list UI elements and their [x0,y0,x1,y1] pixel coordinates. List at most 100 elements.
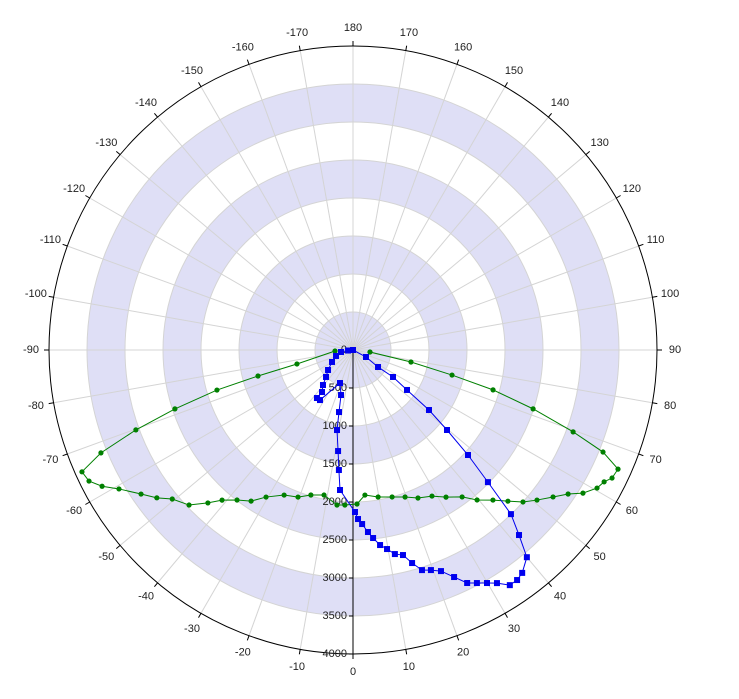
theta-tick-label: -140 [135,97,157,109]
point [375,494,381,500]
grid-spoke [67,349,354,455]
theta-tick [62,453,68,457]
point [390,373,397,380]
theta-tick-label: -160 [232,41,254,53]
theta-tick [585,545,591,550]
theta-tick-label: 0 [350,666,356,678]
theta-tick-label: -50 [98,551,114,563]
theta-tick [246,635,250,641]
grid-spoke [352,349,617,503]
point [437,568,444,575]
theta-tick [198,82,202,87]
grid-spoke [352,349,653,404]
theta-tick [48,402,54,405]
theta-tick-label: 50 [594,551,606,563]
grid-spoke [248,349,354,636]
theta-tick-label: 30 [508,623,520,635]
point [490,387,496,393]
point [389,494,395,500]
grid-spoke [352,296,653,351]
point [443,494,449,500]
grid-spoke [352,349,407,650]
point [464,452,471,459]
theta-tick-label: -70 [42,454,58,466]
grid-spoke [119,154,354,351]
point [519,569,526,576]
theta-tick-label: -100 [25,288,47,300]
theta-tick-label: 110 [647,234,665,246]
theta-tick [504,613,508,618]
grid-spoke [89,197,354,351]
point [601,479,607,485]
point [214,387,220,393]
theta-tick [652,402,658,405]
point [350,347,356,353]
theta-tick [298,649,301,655]
theta-tick-label: 100 [661,288,679,300]
theta-tick [548,112,553,118]
point [172,406,178,412]
theta-tick [115,150,121,155]
point [609,475,615,481]
theta-tick [405,649,408,655]
grid-spoke [352,154,587,351]
point [359,521,366,528]
point [316,397,323,404]
theta-tick [405,45,408,51]
point [418,567,425,574]
theta-tick-label: -90 [23,344,39,356]
grid-spoke [157,116,354,351]
theta-tick-label: -80 [28,400,44,412]
grid-spoke [53,296,354,351]
theta-tick-label: 180 [344,22,362,34]
point [399,552,406,559]
theta-tick [153,112,158,118]
point [319,382,326,389]
theta-tick-label: -130 [95,137,117,149]
point [313,395,320,402]
point [473,580,480,587]
point [570,429,576,435]
theta-tick [48,295,54,298]
point [336,380,343,387]
grid-spoke [53,349,354,404]
point [99,483,105,489]
point [205,500,211,506]
theta-tick [298,45,301,51]
point [334,427,341,434]
grid-spoke [352,349,458,636]
grid-spoke [352,245,639,351]
point [351,509,358,516]
theta-tick [504,82,508,87]
theta-tick-label: 80 [664,400,676,412]
point [338,392,345,399]
point [507,511,514,518]
point [319,389,326,396]
point [169,496,175,502]
grid-spoke [352,50,407,351]
point [308,492,314,498]
theta-tick-label: 120 [623,183,641,195]
theta-tick [198,613,202,618]
r-tick-label: 2500 [323,534,347,546]
point [234,497,240,503]
theta-tick-label: -30 [184,623,200,635]
r-tick-label: 1000 [323,420,347,432]
theta-tick-label: -40 [138,591,154,603]
point [364,529,371,536]
point [493,580,500,587]
grid-spoke [248,64,354,351]
point [520,499,526,505]
point [615,466,621,472]
theta-tick [246,59,250,65]
point [355,516,362,523]
point [255,373,261,379]
point [367,349,373,355]
point [325,367,332,374]
point [362,492,368,498]
point [321,492,327,498]
point [484,479,491,486]
point [415,495,421,501]
point [281,492,287,498]
point [391,551,398,558]
